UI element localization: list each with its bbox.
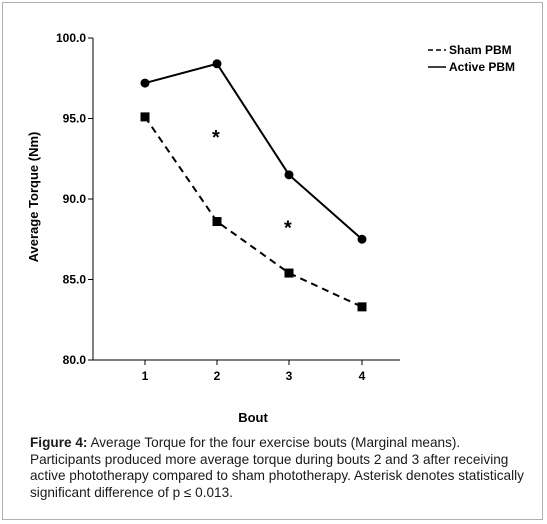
sham-pbm-point [284, 268, 294, 278]
figure-caption: Figure 4: Average Torque for the four ex… [30, 435, 530, 501]
significance-asterisk: * [284, 217, 292, 239]
caption-text: Average Torque for the four exercise bou… [30, 435, 524, 500]
y-tick-label: 95.0 [63, 112, 87, 126]
x-tick-label: 1 [142, 369, 149, 383]
active-pbm-point [140, 78, 150, 88]
active-pbm-point [284, 170, 294, 180]
active-pbm-point [357, 234, 367, 244]
legend-label-active-pbm: Active PBM [449, 60, 515, 74]
chart-legend: Sham PBM Active PBM [428, 43, 515, 74]
legend-label-sham-pbm: Sham PBM [449, 43, 512, 57]
y-tick-label: 80.0 [63, 353, 87, 367]
y-tick-label: 100.0 [56, 31, 86, 45]
y-tick-label: 90.0 [63, 192, 87, 206]
active-pbm-line [144, 62, 363, 240]
annotation-layer: ** [212, 127, 292, 239]
active-pbm-point [212, 59, 222, 69]
y-axis-label: Average Torque (Nm) [26, 132, 41, 263]
series-layer [140, 59, 367, 312]
y-tick-label: 85.0 [63, 273, 87, 287]
x-tick-label: 2 [214, 369, 221, 383]
x-tick-label: 4 [359, 369, 366, 383]
sham-pbm-point [357, 302, 367, 312]
x-axis-label: Bout [238, 410, 268, 425]
caption-label: Figure 4: [30, 435, 88, 450]
significance-asterisk: * [212, 127, 220, 149]
chart-axes: 80.0 85.0 90.0 95.0 100.0 1 2 3 4 [56, 31, 400, 383]
sham-pbm-line [144, 116, 363, 308]
sham-pbm-point [140, 112, 150, 122]
sham-pbm-point [212, 217, 222, 227]
x-tick-label: 3 [286, 369, 293, 383]
